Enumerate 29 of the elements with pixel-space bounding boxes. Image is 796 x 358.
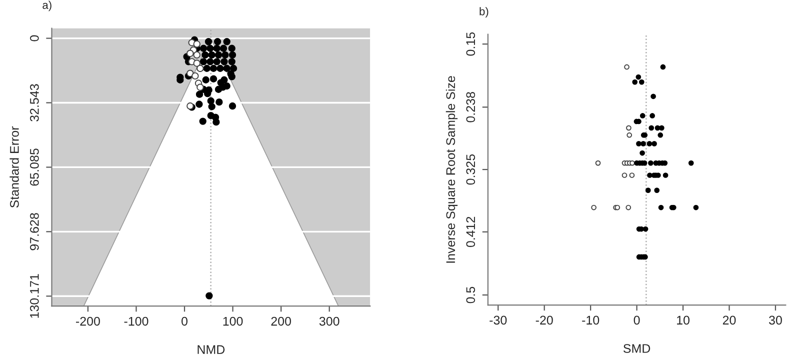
x-tick-label: 0 bbox=[634, 316, 640, 325]
y-tick-label: 65.085 bbox=[30, 148, 39, 186]
x-tick-label: 100 bbox=[223, 316, 243, 326]
x-tick-label: 10 bbox=[677, 316, 690, 325]
y-tick-label: 0.238 bbox=[466, 92, 476, 122]
x-tick-label: -10 bbox=[582, 316, 600, 325]
y-axis-title: Standard Error bbox=[10, 126, 19, 208]
y-tick-label: 130.171 bbox=[30, 274, 39, 318]
y-tick-label: 97.628 bbox=[30, 213, 39, 250]
x-axis-title: SMD bbox=[623, 344, 650, 353]
x-tick-label: 30 bbox=[769, 316, 782, 325]
y-axis-title: Inverse Square Root Sample Size bbox=[446, 76, 458, 263]
x-tick-label: 200 bbox=[271, 316, 292, 326]
x-tick-label: 20 bbox=[722, 316, 736, 325]
x-tick-label: -30 bbox=[490, 316, 507, 325]
y-tick-label: 0.5 bbox=[466, 286, 476, 304]
y-tick-label: 0 bbox=[30, 35, 39, 42]
y-tick-label: 0.412 bbox=[466, 216, 476, 248]
x-tick-label: 0 bbox=[182, 316, 188, 326]
y-tick-label: 0.325 bbox=[466, 154, 476, 185]
y-tick-label: 32.543 bbox=[30, 84, 39, 122]
x-tick-label: -200 bbox=[76, 316, 100, 326]
chart-title: b) bbox=[480, 7, 488, 18]
x-tick-label: -20 bbox=[536, 316, 553, 325]
y-tick-label: 0.15 bbox=[466, 32, 476, 56]
x-tick-label: -100 bbox=[124, 316, 148, 326]
x-axis-title: NMD bbox=[198, 345, 225, 354]
chart-title: a) bbox=[42, 0, 52, 12]
x-tick-label: 300 bbox=[319, 316, 340, 326]
